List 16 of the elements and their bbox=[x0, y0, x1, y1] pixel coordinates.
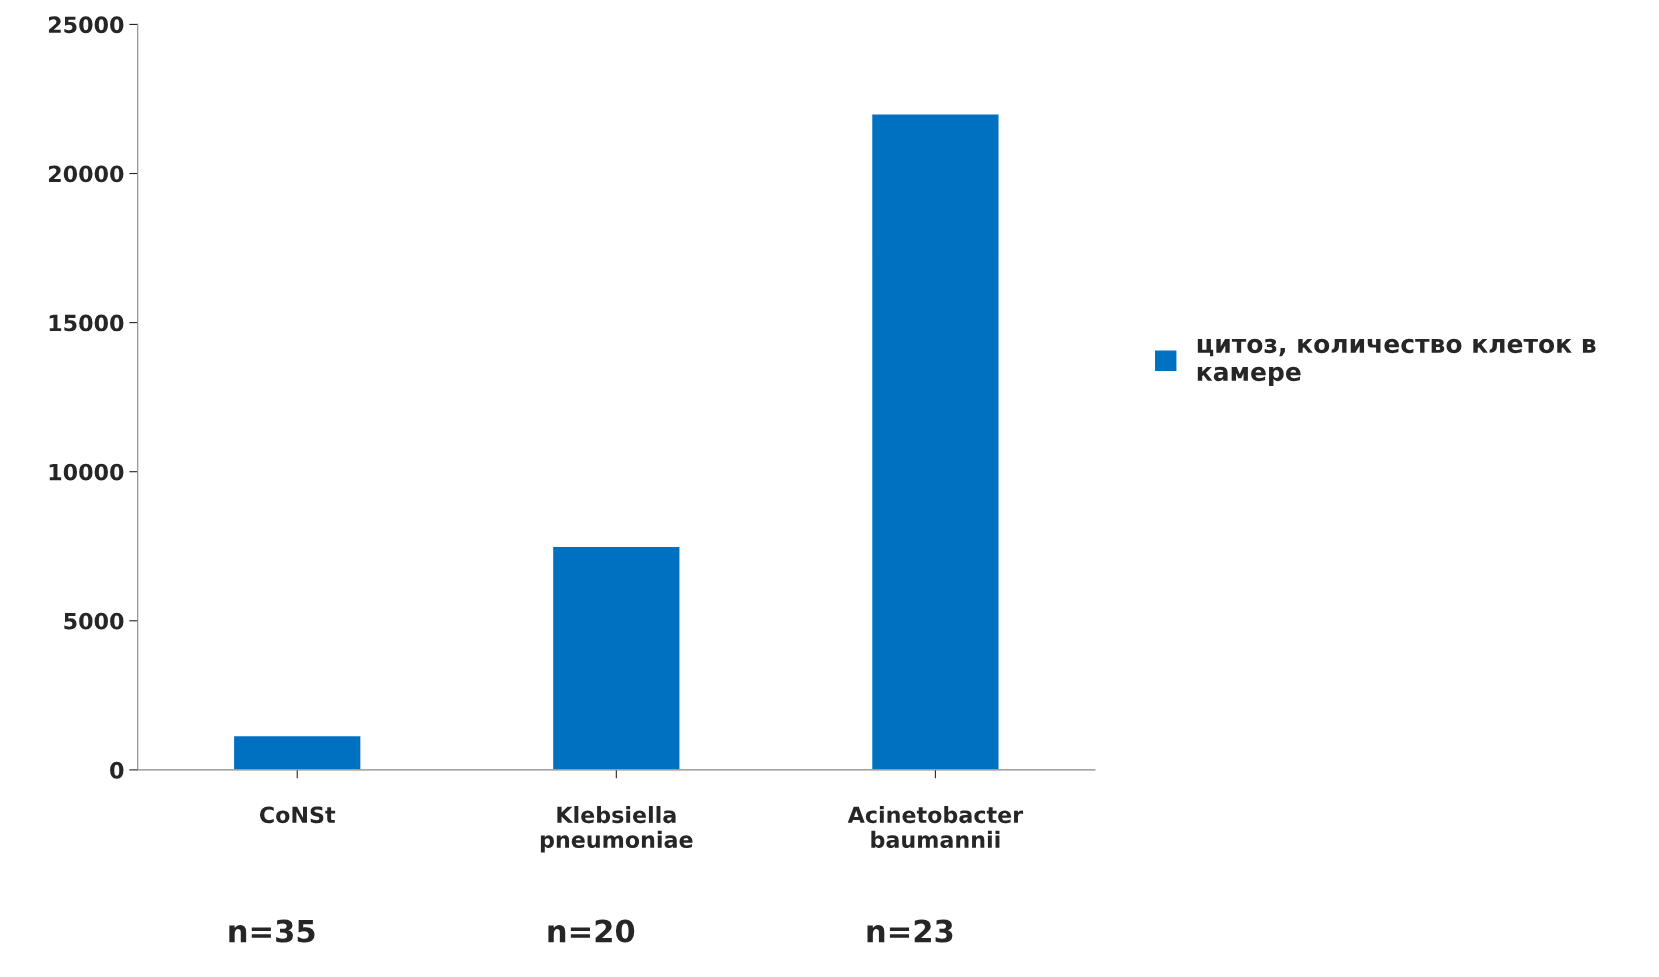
text: n=35 bbox=[229, 919, 315, 943]
y-tick-label: 10000 bbox=[49, 463, 124, 481]
x-tick-label: CoNSt bbox=[259, 806, 336, 824]
bar bbox=[870, 113, 1000, 770]
y-tick-label: 0 bbox=[110, 761, 124, 779]
y-tick-label: 15000 bbox=[49, 314, 124, 332]
legend-label: цитоз, количество клеток в камере bbox=[1197, 338, 1596, 386]
x-tick-label: Acinetobacter baumannii bbox=[847, 805, 1024, 849]
bar bbox=[551, 545, 681, 770]
bar bbox=[232, 734, 362, 770]
y-tick-label: 5000 bbox=[64, 612, 124, 630]
y-tick-label: 20000 bbox=[48, 165, 124, 183]
text: n=20 bbox=[548, 919, 635, 943]
text: n=23 bbox=[867, 919, 953, 943]
y-tick-label: 25000 bbox=[48, 16, 124, 34]
x-tick-label: Klebsiella pneumoniae bbox=[540, 805, 693, 853]
